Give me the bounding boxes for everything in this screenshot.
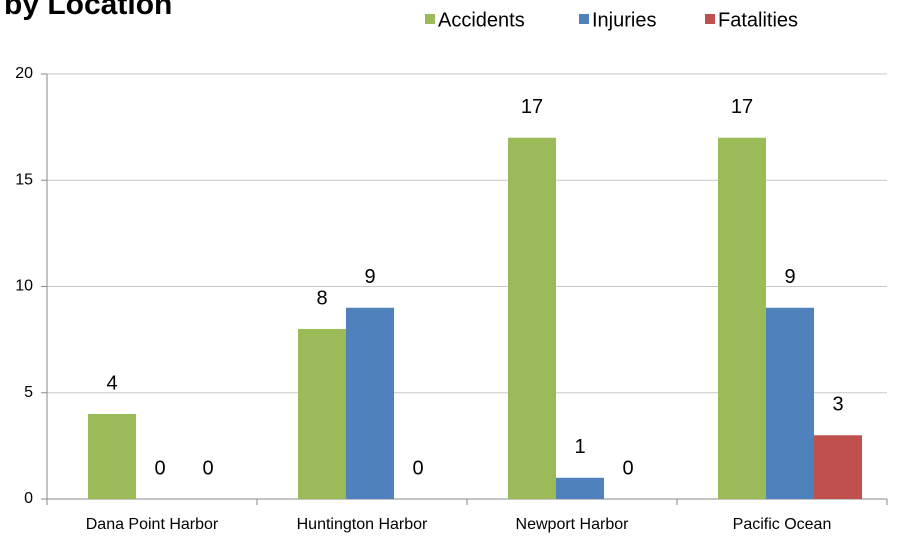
- data-label: 1: [574, 436, 585, 458]
- legend-swatch: [705, 14, 715, 24]
- bar: [814, 435, 862, 499]
- legend-swatch: [579, 14, 589, 24]
- bar: [556, 477, 604, 499]
- data-label: 4: [106, 372, 117, 394]
- bar: [508, 137, 556, 499]
- data-label: 9: [364, 266, 375, 288]
- x-tick-label: Huntington Harbor: [297, 516, 428, 533]
- bar: [298, 329, 346, 499]
- legend-label: Accidents: [438, 9, 525, 31]
- data-label: 0: [154, 457, 165, 479]
- y-tick-label: 15: [15, 171, 33, 188]
- data-label: 0: [202, 457, 213, 479]
- bar: [88, 414, 136, 499]
- x-tick-label: Newport Harbor: [516, 516, 630, 533]
- y-tick-label: 0: [24, 490, 33, 507]
- data-label: 0: [622, 457, 633, 479]
- x-tick-label: Pacific Ocean: [733, 516, 832, 533]
- bar: [766, 307, 814, 499]
- x-tick-label: Dana Point Harbor: [86, 516, 219, 533]
- legend-label: Fatalities: [718, 9, 798, 31]
- y-tick-label: 20: [15, 65, 33, 82]
- data-label: 9: [784, 266, 795, 288]
- bar: [718, 137, 766, 499]
- data-label: 17: [731, 96, 753, 118]
- chart-title: by Location: [4, 0, 172, 21]
- data-label: 17: [521, 96, 543, 118]
- y-tick-label: 10: [15, 278, 33, 295]
- data-label: 0: [412, 457, 423, 479]
- bar: [346, 307, 394, 499]
- legend-label: Injuries: [592, 9, 656, 31]
- legend-swatch: [425, 14, 435, 24]
- data-label: 8: [316, 287, 327, 309]
- data-label: 3: [832, 394, 843, 416]
- y-tick-label: 5: [24, 384, 33, 401]
